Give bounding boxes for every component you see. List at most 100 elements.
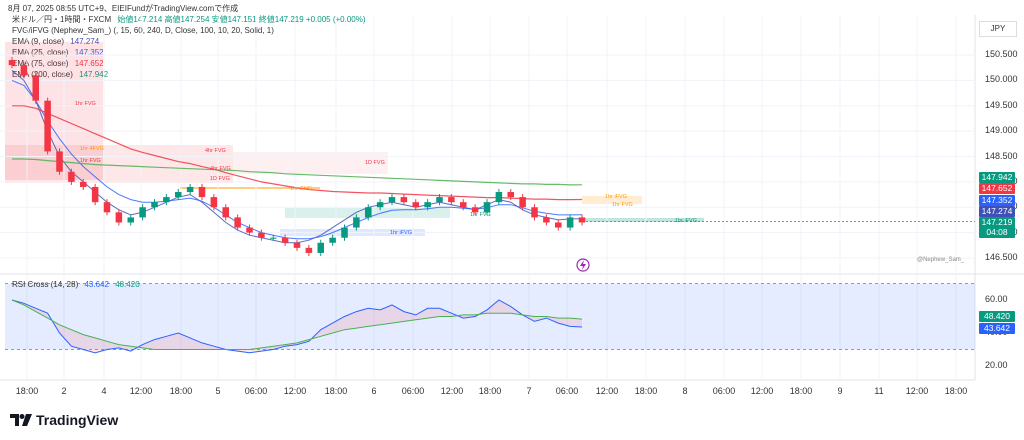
rsi-band: [5, 283, 975, 350]
rsi-line-2: [11, 299, 583, 350]
fvg-label: 1hr FVG: [80, 158, 101, 164]
candle-body: [329, 237, 336, 243]
price-axis-label: 149.000: [985, 125, 1018, 136]
fvg-label: 1hr iFVG: [605, 194, 627, 200]
candle-body: [20, 65, 28, 76]
price-tag: 147.274: [979, 206, 1015, 217]
fvg-zone: [582, 218, 704, 222]
rsi-legend-v1: 43.642: [84, 280, 109, 289]
time-axis-label: 18:00: [478, 386, 502, 396]
time-axis-label: 18:00: [944, 386, 968, 396]
currency-button[interactable]: JPY: [979, 21, 1017, 37]
price-axis-label: 148.500: [985, 150, 1018, 161]
price-tag: 04:08: [979, 227, 1015, 238]
time-axis-label: 12:00: [595, 386, 619, 396]
legend-ema25[interactable]: EMA (25, close) 147.352: [12, 48, 104, 57]
candle-body: [353, 217, 360, 228]
legend-instrument-row[interactable]: 米ドル／円・1時間・FXCM 始値147.214 高値147.254 安値147…: [12, 14, 366, 25]
brand-text: TradingView: [36, 412, 119, 428]
candle-body: [151, 202, 158, 208]
fvg-label: 1hr 4FVG: [80, 146, 104, 152]
time-axis-label: 2: [61, 386, 67, 396]
fvg-label: 1D FVG: [210, 176, 230, 182]
time-axis-label: 18:00: [324, 386, 348, 396]
rsi-tag: 48.420: [979, 311, 1015, 322]
legend-ema75[interactable]: EMA (75, close) 147.652: [12, 59, 104, 68]
legend-ema200-label: EMA (200, close): [12, 70, 73, 79]
time-axis-label: 18:00: [789, 386, 813, 396]
header-text: 8月 07, 2025 08:55 UTC+9、EIEIFundがTrading…: [8, 4, 239, 13]
candle-body: [531, 207, 538, 218]
candle-body: [163, 197, 170, 203]
legend-instrument: 米ドル／円・1時間・FXCM: [12, 15, 112, 24]
fvg-zone: [5, 145, 233, 183]
rsi-legend-v2: 48.420: [115, 280, 140, 289]
fvg-label: 1hr iFVG: [390, 230, 412, 236]
time-axis-label: 18:00: [15, 386, 39, 396]
brand-logo[interactable]: TradingView: [10, 412, 118, 428]
candle-body: [210, 197, 218, 208]
candle-body: [364, 207, 372, 218]
time-axis-label: 5: [215, 386, 221, 396]
candle-body: [198, 186, 206, 198]
fvg-label: 1hr FVG: [612, 202, 633, 208]
candle-body: [424, 202, 431, 208]
fvg-label: 4hr FVG: [210, 166, 231, 172]
rsi-legend[interactable]: RSI Cross (14, 28) 43.642 48.420: [12, 280, 140, 289]
candle-body: [341, 227, 348, 238]
candle-body: [293, 242, 301, 248]
candle-body: [412, 202, 420, 208]
fvg-label: 1hr FVG: [75, 101, 96, 107]
time-axis-label: 12:00: [440, 386, 464, 396]
candle-body: [91, 186, 99, 203]
candle-body: [79, 181, 87, 187]
fvg-label: 1hr FVG: [470, 212, 491, 218]
lightning-icon[interactable]: [576, 258, 590, 272]
legend-ema25-label: EMA (25, close): [12, 48, 69, 57]
rsi-tag: 43.642: [979, 323, 1015, 334]
time-axis-label: 12:00: [905, 386, 929, 396]
legend-ema75-label: EMA (75, close): [12, 59, 69, 68]
time-axis-label: 06:00: [401, 386, 425, 396]
candle-body: [44, 100, 51, 152]
rsi-axis-label: 60.00: [985, 294, 1008, 304]
price-axis-label: 146.500: [985, 252, 1018, 262]
price-tag: 147.942: [979, 172, 1015, 183]
price-tag: 147.652: [979, 183, 1015, 194]
candle-body: [234, 217, 241, 228]
time-axis-label: 9: [837, 386, 843, 396]
time-axis-label: 06:00: [555, 386, 579, 396]
ema-line-4: [12, 158, 583, 186]
candle-body: [471, 207, 479, 213]
candle-body: [495, 192, 503, 203]
candle-body: [543, 217, 550, 223]
time-axis-label: 18:00: [169, 386, 193, 396]
price-axis-label: 150.000: [985, 74, 1018, 85]
tradingview-logo-icon: [10, 414, 32, 426]
candle-body: [400, 197, 408, 203]
candle-body: [127, 217, 135, 223]
candle-body: [566, 217, 574, 228]
legend-ema200[interactable]: EMA (200, close) 147.942: [12, 70, 108, 79]
legend-ema25-value: 147.352: [74, 48, 104, 57]
legend-ema9[interactable]: EMA (9, close) 147.274: [12, 37, 99, 46]
candle-body: [459, 202, 467, 208]
candle-body: [68, 171, 75, 182]
fvg-label: 1D FVG: [365, 160, 385, 166]
legend-fvg[interactable]: FVG/iFVG (Nephew_Sam_) (, 15, 60, 240, D…: [12, 26, 274, 35]
legend-ohlc: 始値147.214 高値147.254 安値147.151 終値147.219 …: [117, 15, 366, 24]
price-axis-label: 150.500: [985, 49, 1018, 59]
candle-body: [317, 242, 325, 253]
candle-body: [32, 75, 40, 101]
candle-body: [174, 192, 182, 198]
candle-body: [115, 212, 123, 223]
ema-line-3: [12, 105, 583, 201]
candle-body: [56, 151, 63, 172]
watermark: @Nephew_Sam_: [917, 257, 965, 263]
fvg-label: 1hr iFVG: [290, 186, 312, 192]
candle-body: [8, 60, 16, 66]
legend-ema9-value: 147.274: [70, 37, 100, 46]
time-axis-label: 7: [526, 386, 532, 396]
time-axis-label: 06:00: [712, 386, 736, 396]
